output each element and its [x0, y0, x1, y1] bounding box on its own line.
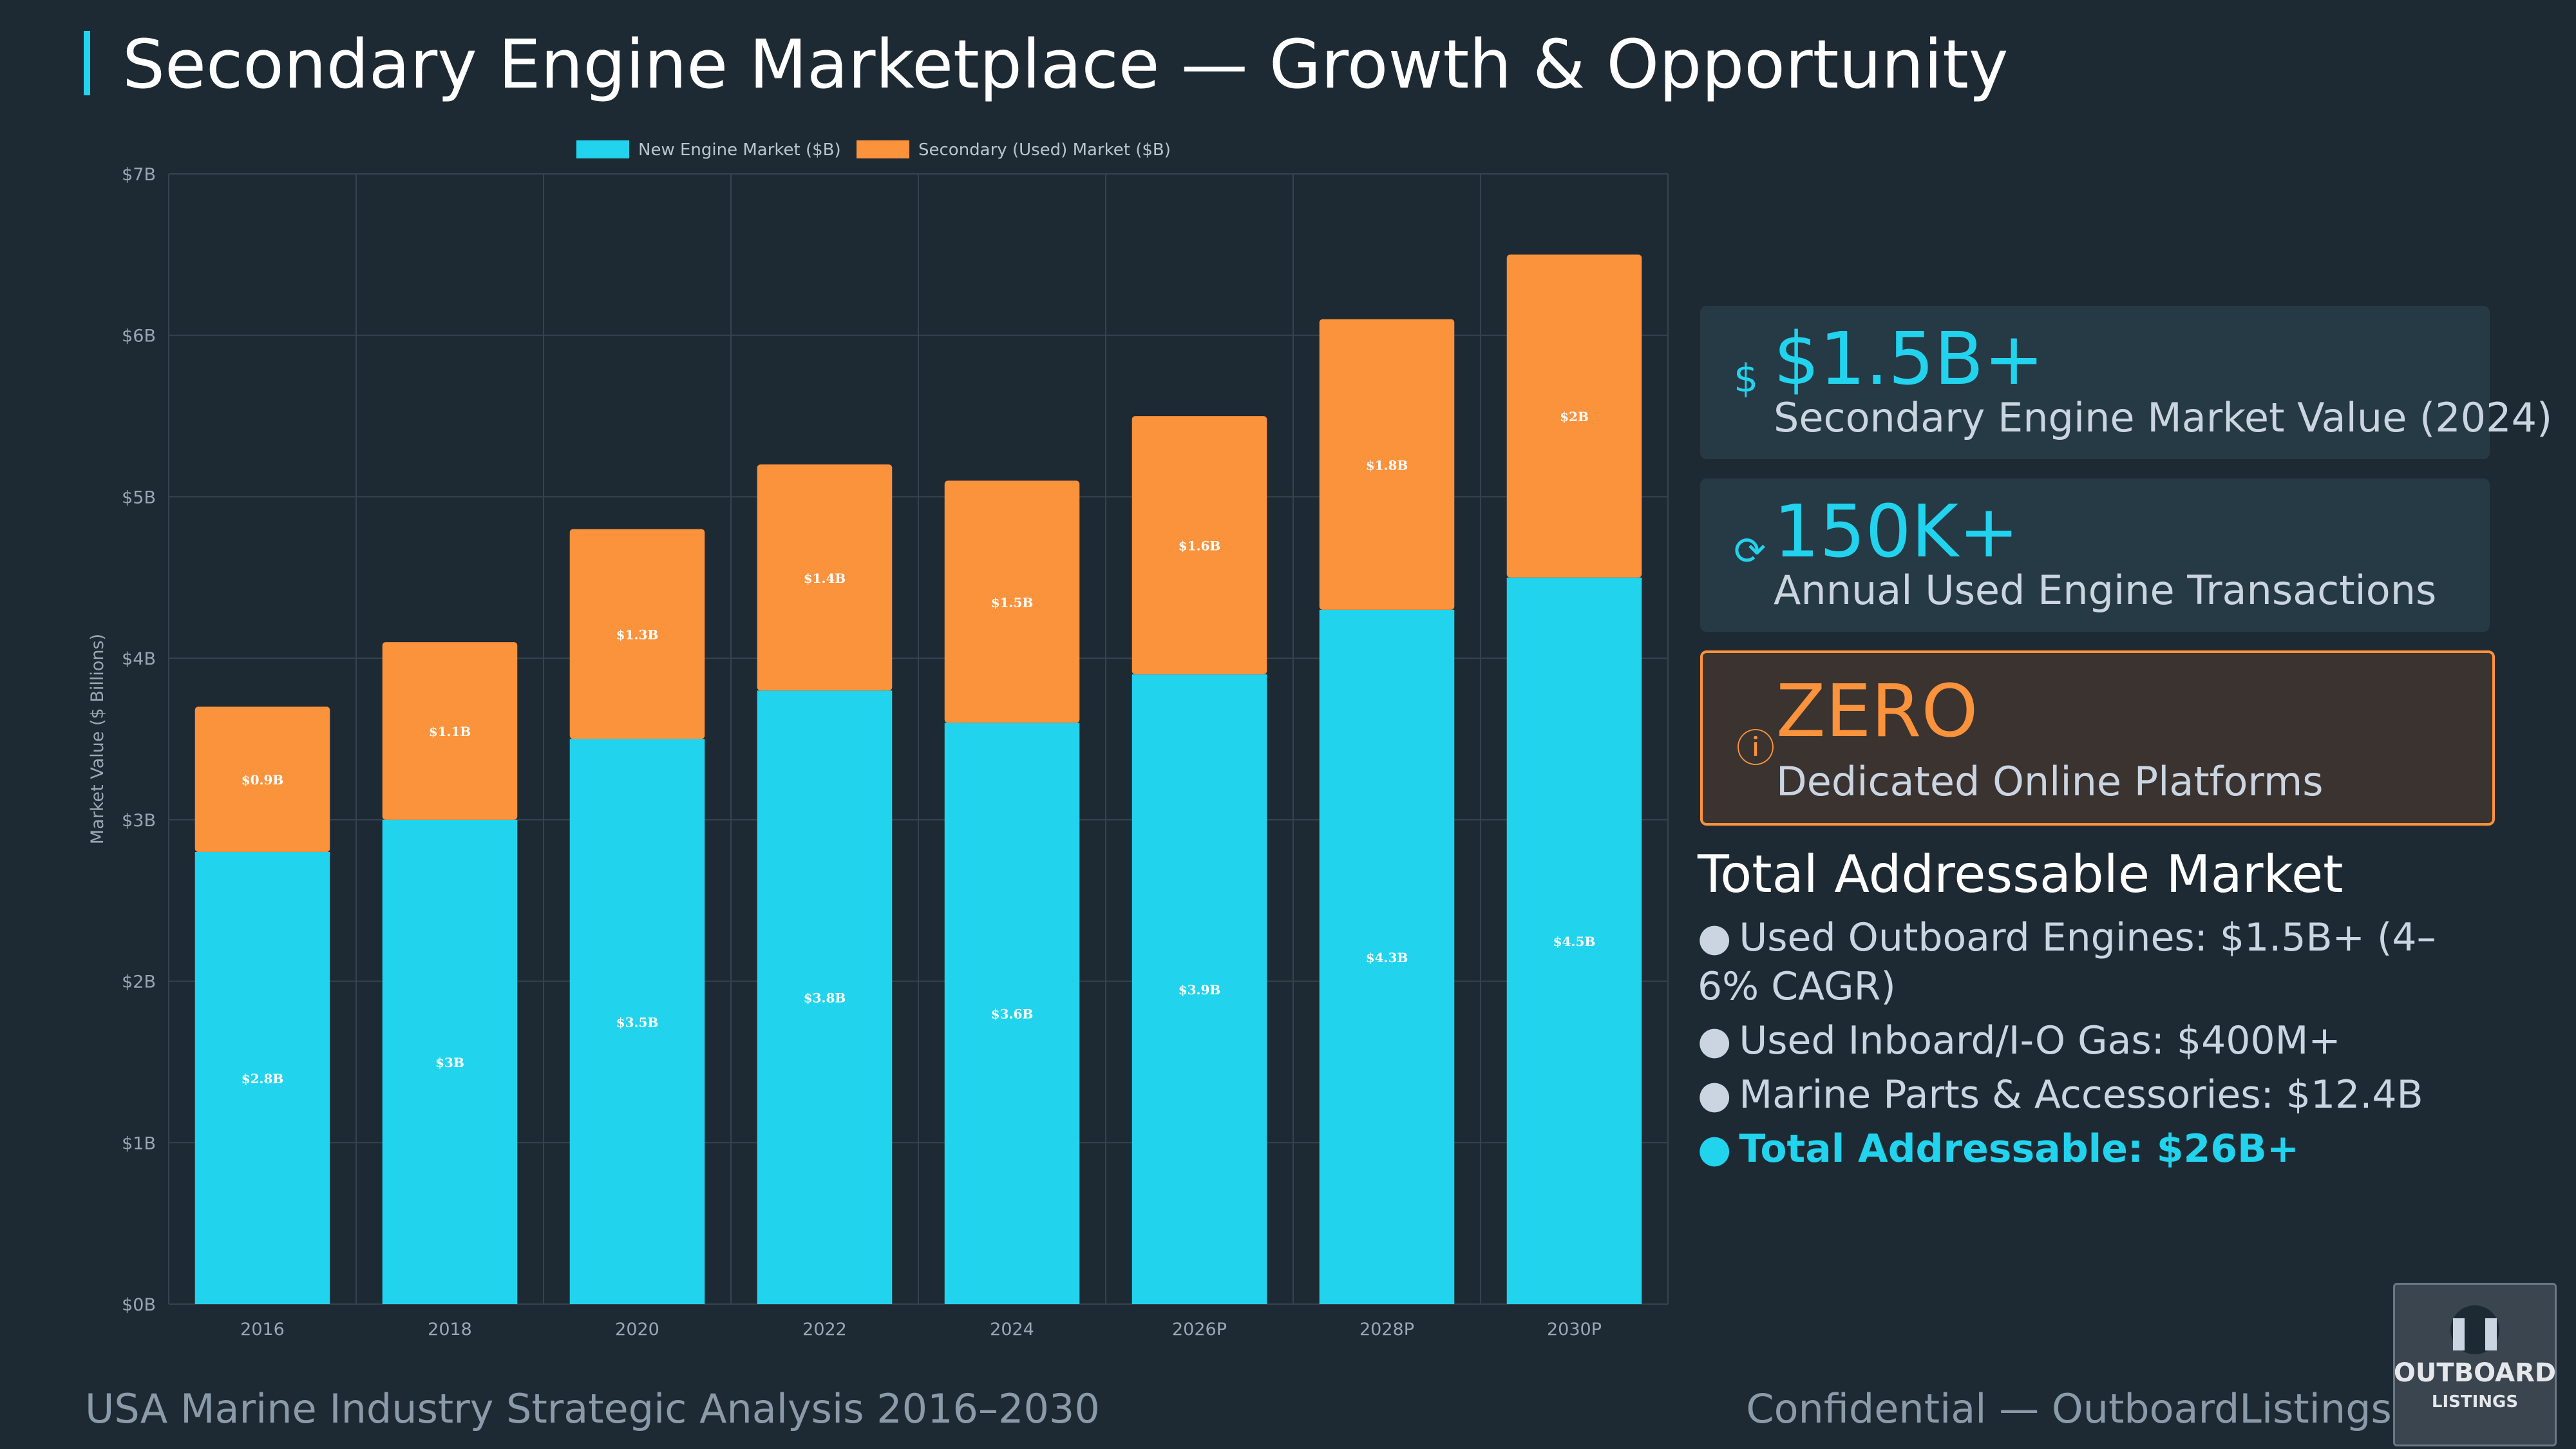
y-tick-label: $2B	[122, 972, 156, 992]
refresh-icon: ⟳	[1734, 529, 1766, 574]
list-item-total: ● Total Addressable: $26B+	[1698, 1126, 2300, 1171]
bar-segment	[194, 706, 330, 852]
x-tick-label: 2016	[240, 1320, 285, 1340]
kpi-card-platforms: ⓘ ZERO Dedicated Online Platforms	[1700, 650, 2495, 826]
data-label: $1.5B	[991, 594, 1034, 610]
data-label: $1.3B	[616, 627, 659, 643]
data-label: $1.1B	[429, 724, 471, 739]
bar-segment	[382, 642, 518, 820]
bar-segment	[1319, 609, 1455, 1304]
list-item: ● Marine Parts & Accessories: $12.4B	[1698, 1072, 2423, 1117]
legend: New Engine Market ($B) Secondary (Used) M…	[576, 140, 1171, 160]
legend-swatch	[576, 140, 629, 158]
bars: $2.8B $0.9B $3B $1.1B $3.5B $1.3B $3.8B $1.4B $3…	[194, 254, 1642, 1305]
legend-swatch	[857, 140, 909, 158]
x-tick-label: 2030P	[1547, 1320, 1602, 1340]
tam-list: ● Used Outboard Engines: $1.5B+ (4–6% CAG…	[1698, 913, 2496, 1179]
stacked-bar-chart: New Engine Market ($B) Secondary (Used) M…	[88, 140, 1669, 1340]
bar-segment	[1319, 319, 1455, 610]
kpi-value: ZERO	[1776, 670, 1978, 753]
data-label: $3.8B	[804, 990, 846, 1006]
title-accent-bar	[84, 31, 90, 95]
y-axis-label: Market Value ($ Billions)	[88, 634, 108, 844]
y-tick-label: $4B	[122, 649, 156, 669]
outboard-listings-logo: OUTBOARD LISTINGS	[2393, 1283, 2557, 1446]
data-label: $0.9B	[242, 772, 284, 788]
footer-source: USA Marine Industry Strategic Analysis 2…	[85, 1385, 1100, 1432]
dollar-icon: $	[1734, 356, 1759, 401]
bar-segment	[757, 690, 893, 1304]
list-item: ● Used Outboard Engines: $1.5B+ (4–6% CAG…	[1698, 915, 2436, 1009]
data-label: $3B	[435, 1055, 464, 1070]
bar-segment	[569, 529, 705, 739]
tam-title: Total Addressable Market	[1698, 844, 2344, 904]
y-tick-label: $3B	[122, 811, 156, 831]
legend-label: Secondary (Used) Market ($B)	[918, 140, 1171, 160]
bar-segment	[1506, 254, 1642, 578]
logo-wordmark: OUTBOARD	[2394, 1358, 2556, 1388]
data-label: $2B	[1560, 409, 1589, 424]
bar-segment	[1132, 674, 1267, 1304]
kpi-value: 150K+	[1774, 490, 2020, 574]
bar-segment	[382, 819, 518, 1304]
data-label: $3.6B	[991, 1007, 1034, 1022]
y-tick-label: $5B	[122, 488, 156, 507]
bar-segment	[1506, 577, 1642, 1305]
y-tick-label: $1B	[122, 1133, 156, 1153]
logo-wordmark-sub: LISTINGS	[2432, 1392, 2518, 1412]
kpi-card-market-value: $ $1.5B+ Secondary Engine Market Value (…	[1700, 306, 2552, 459]
page-title: Secondary Engine Marketplace — Growth & …	[122, 25, 2009, 104]
kpi-label: Annual Used Engine Transactions	[1774, 567, 2437, 614]
y-tick-label: $7B	[122, 165, 156, 185]
data-label: $4.5B	[1553, 934, 1596, 949]
data-label: $1.6B	[1179, 538, 1221, 554]
data-label: $1.4B	[804, 571, 846, 586]
axes: $0B $1B $2B $3B $4B $5B $6B $7B Market Value ($ …	[88, 165, 1602, 1340]
x-tick-label: 2024	[990, 1320, 1034, 1340]
legend-label: New Engine Market ($B)	[638, 140, 841, 160]
kpi-value: $1.5B+	[1774, 317, 2045, 401]
x-tick-label: 2018	[428, 1320, 472, 1340]
footer-confidential: Confidential — OutboardListings.com	[1746, 1385, 2490, 1432]
data-label: $4.3B	[1366, 950, 1408, 965]
list-item: ● Used Inboard/I-O Gas: $400M+	[1698, 1018, 2341, 1063]
kpi-label: Dedicated Online Platforms	[1776, 758, 2324, 805]
kpi-card-transactions: ⟳ 150K+ Annual Used Engine Transactions	[1700, 478, 2490, 632]
bar-segment	[944, 723, 1080, 1304]
x-tick-label: 2026P	[1172, 1320, 1227, 1340]
x-tick-label: 2020	[615, 1320, 659, 1340]
y-tick-label: $6B	[122, 327, 156, 346]
data-label: $1.8B	[1366, 457, 1408, 473]
data-label: $3.9B	[1179, 982, 1221, 998]
data-label: $3.5B	[616, 1014, 659, 1030]
bar-segment	[1132, 416, 1267, 675]
kpi-label: Secondary Engine Market Value (2024)	[1774, 394, 2553, 441]
bar-segment	[944, 480, 1080, 723]
x-tick-label: 2022	[802, 1320, 847, 1340]
bar-segment	[757, 464, 893, 691]
x-tick-label: 2028P	[1359, 1320, 1414, 1340]
data-label: $2.8B	[242, 1071, 284, 1086]
y-tick-label: $0B	[122, 1295, 156, 1315]
bar-segment	[194, 852, 330, 1304]
grid-lines	[168, 173, 1669, 1305]
bar-segment	[569, 739, 705, 1304]
alert-icon: ⓘ	[1736, 726, 1775, 772]
